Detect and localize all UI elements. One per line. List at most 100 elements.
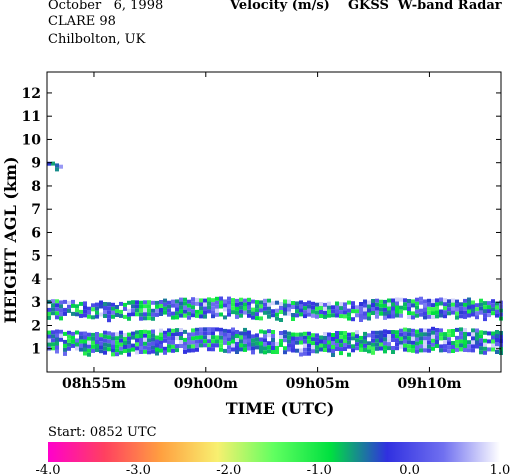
velocity-cell	[115, 336, 119, 341]
velocity-cell	[103, 310, 107, 314]
velocity-cell	[491, 339, 495, 344]
velocity-cell	[219, 304, 223, 309]
velocity-cell	[187, 307, 191, 312]
velocity-cell	[251, 315, 255, 320]
velocity-cell	[171, 336, 175, 341]
velocity-cell	[115, 332, 119, 337]
colorbar-tick-label: -1.0	[307, 463, 332, 476]
velocity-cell	[211, 302, 215, 307]
velocity-cell	[299, 340, 303, 345]
velocity-cell	[331, 337, 335, 341]
velocity-cell	[203, 335, 207, 340]
velocity-cell	[199, 339, 203, 344]
velocity-cell	[283, 334, 287, 339]
velocity-cell	[371, 303, 375, 307]
velocity-cell	[331, 305, 335, 310]
velocity-cell	[347, 316, 351, 321]
velocity-cell	[319, 302, 323, 306]
velocity-cell	[339, 331, 343, 336]
velocity-cell	[467, 332, 471, 337]
velocity-cell	[247, 305, 251, 310]
velocity-cell	[219, 347, 223, 352]
velocity-cell	[439, 344, 443, 349]
velocity-cell	[383, 341, 387, 346]
velocity-cell	[155, 339, 159, 344]
velocity-cell	[195, 313, 199, 318]
velocity-cell	[215, 296, 219, 301]
velocity-cell	[463, 298, 467, 303]
velocity-cell	[463, 344, 467, 348]
velocity-cell	[447, 329, 451, 334]
velocity-cell	[387, 310, 391, 315]
velocity-cell	[395, 313, 399, 318]
velocity-cell	[203, 310, 207, 315]
velocity-cell	[375, 342, 379, 347]
velocity-cell	[179, 313, 183, 318]
velocity-cell	[487, 347, 491, 352]
velocity-cell	[263, 298, 267, 303]
velocity-cell	[227, 300, 231, 305]
velocity-cell	[367, 345, 371, 350]
velocity-cell	[91, 344, 95, 349]
velocity-cell	[487, 305, 491, 310]
velocity-cell	[483, 350, 487, 355]
velocity-cell	[167, 304, 171, 309]
velocity-cell	[139, 300, 143, 305]
velocity-cell	[351, 305, 355, 310]
velocity-cell	[123, 314, 127, 319]
velocity-cell	[335, 305, 339, 310]
velocity-cell	[79, 347, 83, 352]
velocity-cell	[207, 339, 211, 344]
velocity-cell	[387, 330, 391, 335]
velocity-cell	[335, 313, 339, 318]
velocity-cell	[475, 336, 479, 341]
colorbar-gradient	[48, 442, 500, 462]
velocity-cell	[443, 302, 447, 307]
velocity-cell	[267, 306, 271, 311]
velocity-cell	[447, 349, 451, 354]
velocity-cell	[295, 313, 299, 318]
velocity-cell	[495, 342, 499, 346]
velocity-cell	[339, 343, 343, 348]
velocity-cell	[327, 340, 331, 345]
velocity-cell	[371, 346, 375, 351]
velocity-cell	[211, 327, 215, 332]
velocity-cell	[439, 309, 443, 314]
velocity-cell	[59, 308, 63, 313]
velocity-cell	[315, 345, 319, 350]
velocity-cell	[335, 331, 339, 335]
velocity-cell	[303, 347, 307, 352]
velocity-cell	[103, 302, 107, 306]
velocity-cell	[171, 303, 175, 308]
velocity-cell	[75, 330, 79, 335]
velocity-cell	[371, 330, 375, 335]
velocity-cell	[227, 345, 231, 350]
velocity-cell	[279, 335, 283, 339]
velocity-cell	[259, 308, 263, 313]
velocity-cell	[407, 311, 411, 315]
velocity-cell	[91, 315, 95, 320]
velocity-cell	[135, 342, 139, 347]
velocity-cell	[267, 349, 271, 354]
velocity-cell	[239, 335, 243, 340]
velocity-cell	[315, 349, 319, 354]
velocity-cell	[479, 334, 483, 339]
velocity-cell	[259, 337, 263, 342]
plot-frame	[46, 71, 502, 373]
velocity-cell	[323, 302, 327, 307]
velocity-cell	[395, 338, 399, 343]
velocity-cell	[95, 348, 99, 352]
velocity-cell	[167, 300, 171, 305]
velocity-cell	[431, 307, 435, 312]
velocity-cell	[255, 333, 259, 338]
velocity-cell	[151, 349, 155, 354]
velocity-cell	[159, 348, 163, 353]
velocity-cell	[267, 341, 271, 346]
velocity-cell	[123, 306, 127, 311]
velocity-cell	[443, 314, 447, 319]
velocity-cell	[71, 331, 75, 336]
velocity-cell	[467, 297, 471, 302]
velocity-cell	[75, 308, 79, 313]
velocity-cell	[383, 299, 387, 304]
